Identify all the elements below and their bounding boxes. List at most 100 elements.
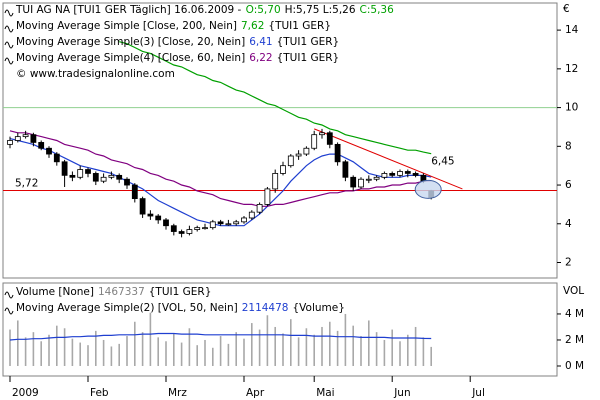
volume-bar <box>157 337 159 366</box>
candle-body <box>155 215 162 221</box>
header-close: C:5,36 <box>360 4 395 16</box>
moving-average-line <box>119 41 432 155</box>
y-tick-label: 4 <box>565 218 572 230</box>
legend-suffix: {TUI1 GER} <box>149 286 212 298</box>
volume-bar <box>282 333 284 366</box>
volume-bar <box>219 336 222 366</box>
volume-bar <box>422 337 425 366</box>
candle-body <box>397 171 403 176</box>
legend-icon <box>4 57 14 65</box>
volume-bar <box>118 343 120 366</box>
annotation-label: 6,45 <box>431 155 454 167</box>
candle-body <box>53 153 60 163</box>
volume-bar <box>258 329 261 366</box>
y-tick-label: 12 <box>565 63 578 75</box>
candle-body <box>280 165 286 174</box>
legend-name: Moving Average Simple [Close, 200, Nein] <box>16 20 237 32</box>
volume-bar <box>165 341 167 366</box>
volume-bar <box>391 329 393 366</box>
volume-bar <box>375 332 378 366</box>
candle-body <box>30 134 37 143</box>
legend-icon <box>4 25 14 33</box>
x-tick-label: Apr <box>246 387 265 399</box>
volume-bar <box>134 321 136 366</box>
volume-average-line <box>9 332 432 341</box>
candle-body <box>116 174 123 180</box>
candle-body <box>248 211 255 219</box>
candle-body <box>170 225 177 232</box>
volume-bar <box>102 339 105 366</box>
volume-bar <box>274 326 276 366</box>
y-tick-label: 10 <box>565 102 578 114</box>
volume-bar <box>141 332 144 366</box>
candle-body <box>311 134 318 149</box>
volume-bar <box>383 339 386 366</box>
legend-entry: Moving Average Simple [Close, 200, Nein]… <box>16 20 331 32</box>
header-text: TUI AG NA [TUI1 GER Täglich] 16.06.2009 … <box>15 4 242 16</box>
candle-body <box>178 231 185 234</box>
volume-bar <box>40 341 42 366</box>
x-tick-label: Jul <box>471 387 485 399</box>
legend-name: Moving Average Simple(3) [Close, 20, Nei… <box>16 36 245 48</box>
candle-body <box>373 176 380 180</box>
candle-body <box>92 173 99 182</box>
candle-body <box>241 217 247 223</box>
legend-suffix: {Volume} <box>292 302 344 314</box>
candle-body <box>303 147 310 155</box>
candle-body <box>365 178 372 181</box>
volume-bar <box>63 328 66 366</box>
candle-body <box>389 173 396 176</box>
legend-suffix: {TUI1 GER} <box>277 36 340 48</box>
legend-entry: Volume [None] 1467337 {TUI1 GER} <box>16 286 211 298</box>
candle-body <box>319 132 325 136</box>
candle-body <box>334 143 341 163</box>
candle-body <box>163 219 169 227</box>
x-tick-label: 2009 <box>12 387 39 399</box>
y-tick-label: 4 M <box>565 308 584 320</box>
candle-body <box>38 142 45 149</box>
price-panel <box>2 2 558 279</box>
highlight-ellipse <box>414 179 442 199</box>
volume-bar <box>110 346 113 366</box>
volume-bar <box>321 326 323 366</box>
x-tick-label: Jun <box>393 387 410 399</box>
volume-bar <box>17 320 19 366</box>
candle-body <box>202 227 208 230</box>
legend-icon <box>4 9 14 17</box>
candle-body <box>22 134 29 138</box>
y-tick-label: 8 <box>565 140 572 152</box>
legend-icon <box>4 41 14 49</box>
candle-body <box>326 132 333 145</box>
x-tick-label: Mai <box>316 387 334 399</box>
candle-body <box>256 204 263 213</box>
candle-body <box>124 178 130 186</box>
volume-bar <box>149 312 152 366</box>
candle-body <box>131 184 138 199</box>
volume-bar <box>266 315 269 366</box>
volume-bar <box>290 319 292 366</box>
candle-body <box>233 221 240 225</box>
volume-bar <box>188 328 191 366</box>
volume-bar <box>95 330 97 366</box>
volume-bar <box>87 345 89 366</box>
legend-entry: Moving Average Simple(2) [VOL, 50, Nein]… <box>16 302 345 314</box>
legend-value: 6,22 <box>249 52 272 64</box>
volume-bar <box>407 334 409 366</box>
volume-bar <box>297 337 300 366</box>
x-tick-label: Feb <box>90 387 109 399</box>
header: TUI AG NA [TUI1 GER Täglich] 16.06.2009 … <box>15 4 394 16</box>
candle-body <box>14 136 21 141</box>
candle-body <box>295 153 302 157</box>
legend-entry: Moving Average Simple(3) [Close, 20, Nei… <box>16 36 339 48</box>
volume-bar <box>313 334 315 366</box>
candle-body <box>46 147 52 155</box>
legend-name: Volume [None] <box>16 286 94 298</box>
volume-bar <box>243 338 245 366</box>
volume-bar <box>71 338 74 366</box>
copyright: © www.tradesignalonline.com <box>16 68 175 80</box>
volume-bar <box>173 333 175 366</box>
header-open: O:5,70 <box>246 4 281 16</box>
candle-body <box>194 227 201 230</box>
volume-bar <box>305 328 308 366</box>
